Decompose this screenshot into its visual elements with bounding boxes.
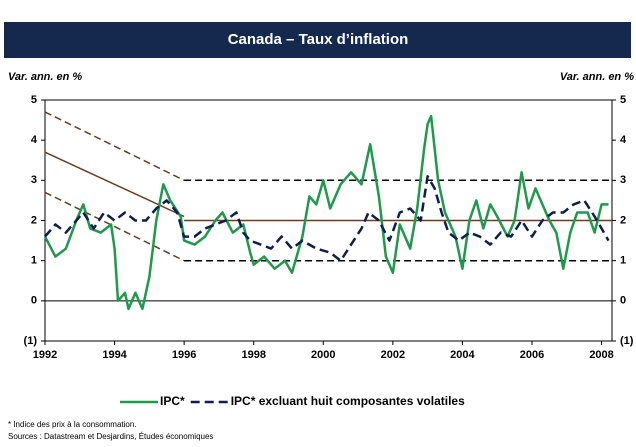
chart-title: Canada – Taux d’inflation xyxy=(228,31,409,48)
y-tick-label: 5 xyxy=(31,94,37,106)
target-line xyxy=(44,151,185,218)
y2-tick-label: 5 xyxy=(620,94,626,106)
series-line xyxy=(43,114,609,311)
x-tick-label: 1998 xyxy=(241,349,265,361)
x-tick-label: 1992 xyxy=(33,349,57,361)
y2-tick-label: (1) xyxy=(620,335,634,347)
title-bar xyxy=(4,22,631,58)
x-tick-label: 2004 xyxy=(450,349,475,361)
y-tick-label: 1 xyxy=(31,255,37,267)
y-tick-label: (1) xyxy=(24,335,38,347)
y-tick-label: 3 xyxy=(31,174,37,186)
y2-tick-label: 0 xyxy=(620,295,626,307)
x-tick-label: 2002 xyxy=(381,349,405,361)
y-tick-label: 4 xyxy=(31,134,38,146)
y-tick-label: 2 xyxy=(31,214,37,226)
legend-label: IPC* excluant huit composantes volatiles xyxy=(231,394,465,408)
x-tick-label: 1994 xyxy=(102,349,127,361)
y2-tick-label: 2 xyxy=(620,214,626,226)
footnote: Sources : Datastream et Desjardins, Étud… xyxy=(8,432,213,441)
x-tick-label: 2000 xyxy=(311,349,335,361)
target-line xyxy=(44,191,185,262)
footnote: * Indice des prix à la consommation. xyxy=(8,420,137,429)
y2-tick-label: 4 xyxy=(620,134,627,146)
target-line xyxy=(44,111,185,181)
series-line xyxy=(44,175,610,262)
y-axis-label: Var. ann. en % xyxy=(8,71,82,83)
x-tick-label: 2008 xyxy=(589,349,613,361)
y2-tick-label: 1 xyxy=(620,255,626,267)
y2-axis-label: Var. ann. en % xyxy=(560,71,634,83)
x-tick-label: 1996 xyxy=(172,349,196,361)
x-tick-label: 2006 xyxy=(520,349,544,361)
y2-tick-label: 3 xyxy=(620,174,626,186)
legend-label: IPC* xyxy=(160,394,185,408)
y-tick-label: 0 xyxy=(31,295,37,307)
